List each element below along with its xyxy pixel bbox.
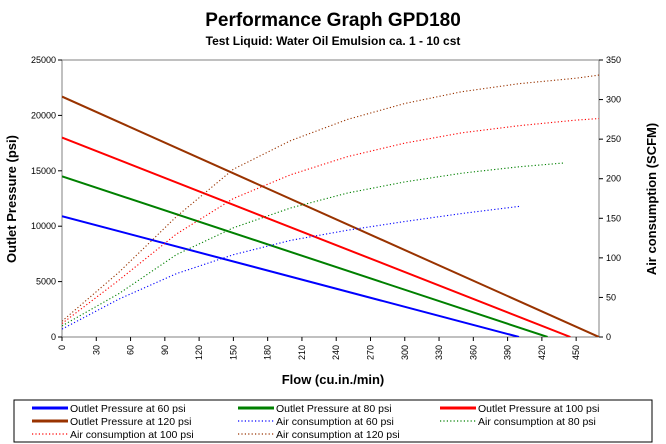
- legend-label-7: Air consumption at 120 psi: [276, 429, 400, 441]
- y2-tick-label: 0: [606, 332, 611, 342]
- y2-tick-label: 100: [606, 253, 621, 263]
- series-line-1: [62, 175, 548, 337]
- x-tick-label: 240: [331, 345, 341, 360]
- x-axis-ticks: 0 30 60 90 120 150 180 210 240 270 300 330 360 390 420…: [57, 337, 581, 360]
- y2-tick-label: 200: [606, 174, 621, 184]
- y2-tick-label: 50: [606, 292, 616, 302]
- y-tick-label: 5000: [36, 277, 56, 287]
- y-tick-label: 0: [51, 332, 56, 342]
- chart-title: Performance Graph GPD180: [205, 10, 461, 31]
- legend-label-3: Outlet Pressure at 120 psi: [70, 416, 191, 428]
- y2-tick-label: 300: [606, 95, 621, 105]
- y2-tick-label: 350: [606, 55, 621, 65]
- legend-label-1: Outlet Pressure at 80 psi: [276, 403, 392, 415]
- y2-tick-label: 250: [606, 134, 621, 144]
- y-tick-label: 15000: [31, 166, 56, 176]
- series-layer: [62, 74, 599, 337]
- x-tick-label: 120: [194, 345, 204, 360]
- x-axis-title: Flow (cu.in./min): [282, 372, 385, 387]
- legend-label-4: Air consumption at 60 psi: [276, 416, 394, 428]
- series-line-4: [62, 205, 520, 330]
- x-tick-label: 60: [126, 345, 136, 355]
- x-tick-label: 90: [160, 345, 170, 355]
- legend-label-2: Outlet Pressure at 100 psi: [478, 403, 599, 415]
- x-tick-label: 150: [228, 345, 238, 360]
- y-axis-title: Outlet Pressure (psi): [4, 135, 19, 263]
- x-tick-label: 360: [468, 345, 478, 360]
- x-tick-label: 270: [365, 345, 375, 360]
- series-line-6: [62, 118, 599, 324]
- legend-label-0: Outlet Pressure at 60 psi: [70, 403, 186, 415]
- x-tick-label: 420: [537, 345, 547, 360]
- legend-box: [13, 399, 653, 443]
- x-tick-label: 180: [263, 345, 273, 360]
- series-line-5: [62, 162, 565, 327]
- series-line-3: [62, 95, 599, 337]
- y2-axis-title: Air consumption (SCFM): [644, 123, 659, 275]
- y2-tick-label: 150: [606, 213, 621, 223]
- series-line-2: [62, 136, 571, 337]
- series-line-7: [62, 74, 599, 322]
- chart-subtitle: Test Liquid: Water Oil Emulsion ca. 1 - …: [206, 34, 461, 48]
- y2-axis-ticks: 0 50 100 150 200 250 300 350: [599, 55, 621, 342]
- y-tick-label: 20000: [31, 110, 56, 120]
- y-tick-label: 25000: [31, 55, 56, 65]
- y-tick-label: 10000: [31, 221, 56, 231]
- x-tick-label: 390: [503, 345, 513, 360]
- legend: Outlet Pressure at 60 psi Outlet Pressure…: [32, 403, 599, 441]
- x-tick-label: 0: [57, 345, 67, 350]
- plot-area: [61, 59, 600, 338]
- plot-frame: [61, 59, 600, 338]
- series-line-0: [62, 215, 520, 337]
- x-tick-label: 450: [571, 345, 581, 360]
- legend-label-5: Air consumption at 80 psi: [478, 416, 596, 428]
- legend-label-6: Air consumption at 100 psi: [70, 429, 194, 441]
- x-tick-label: 210: [297, 345, 307, 360]
- y-axis-ticks: 0 5000 10000 15000 20000 25000: [31, 55, 62, 342]
- x-tick-label: 330: [434, 345, 444, 360]
- x-tick-label: 30: [91, 345, 101, 355]
- x-tick-label: 300: [400, 345, 410, 360]
